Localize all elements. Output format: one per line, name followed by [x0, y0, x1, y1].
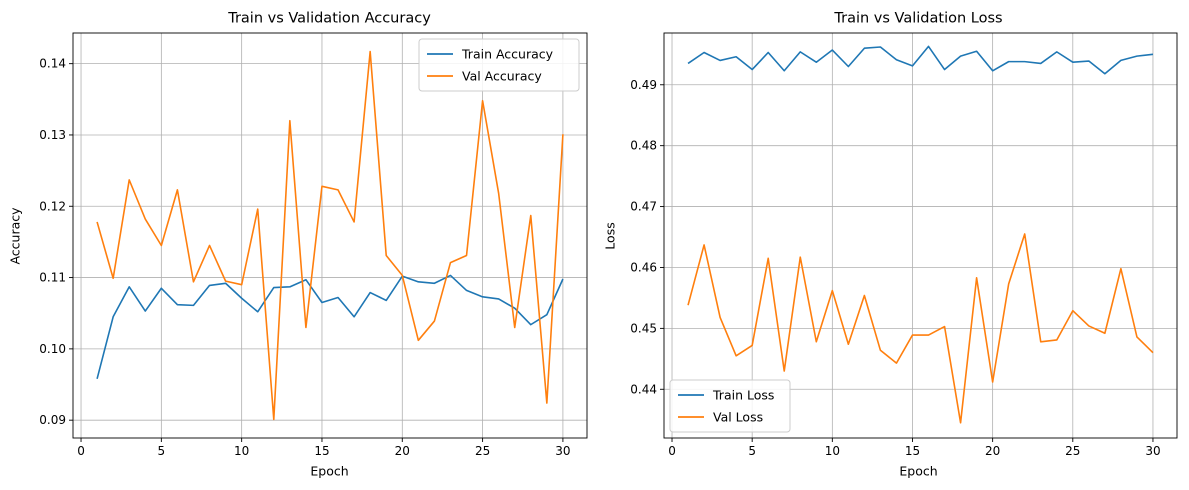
plot-frame: [72, 32, 588, 439]
chart-title: Train vs Validation Accuracy: [227, 11, 431, 27]
plot-frame: [663, 32, 1178, 439]
x-axis-label: Epoch: [899, 464, 937, 479]
accuracy-chart: Train vs Validation Accuracy Epoch Accur…: [8, 11, 588, 479]
x-tick-label: 15: [314, 444, 329, 458]
series-line-train-loss: [687, 45, 1154, 75]
x-tick-label: 5: [748, 444, 756, 458]
legend: Train Accuracy Val Accuracy: [418, 38, 580, 92]
legend-label: Val Loss: [713, 410, 763, 425]
y-tick-label: 0.14: [39, 57, 66, 71]
y-tick-label: 0.11: [39, 271, 66, 285]
y-tick-label: 0.47: [630, 200, 657, 214]
y-tick-label: 0.45: [630, 321, 657, 335]
legend-label: Train Accuracy: [461, 47, 554, 62]
y-tick-label: 0.12: [39, 199, 66, 213]
y-tick-label: 0.09: [39, 413, 66, 427]
legend-box: [418, 38, 580, 92]
y-tick-label: 0.48: [630, 139, 657, 153]
y-tick-label: 0.44: [630, 382, 657, 396]
legend-label: Val Accuracy: [462, 69, 542, 84]
x-tick-label: 5: [158, 444, 166, 458]
y-axis-label: Accuracy: [8, 207, 23, 265]
x-tick-label: 15: [905, 444, 920, 458]
y-tick-label: 0.46: [630, 260, 657, 274]
x-tick-label: 10: [234, 444, 249, 458]
loss-chart: Train vs Validation Loss Epoch Loss 0 5 10…: [603, 11, 1178, 479]
series-line-train-accuracy: [96, 274, 564, 380]
x-tick-label: 10: [825, 444, 840, 458]
x-axis-label: Epoch: [310, 464, 348, 479]
x-tick-label: 0: [77, 444, 85, 458]
series-line-val-accuracy: [96, 50, 564, 421]
y-tick-label: 0.10: [39, 342, 66, 356]
y-tick-label: 0.49: [630, 78, 657, 92]
legend-box: [669, 379, 791, 433]
x-tick-label: 20: [985, 444, 1000, 458]
chart-title: Train vs Validation Loss: [833, 11, 1002, 27]
x-tick-label: 30: [555, 444, 570, 458]
x-tick-label: 0: [668, 444, 676, 458]
legend: Train Loss Val Loss: [669, 379, 791, 433]
x-tick-label: 30: [1145, 444, 1160, 458]
x-tick-label: 25: [475, 444, 490, 458]
y-axis-label: Loss: [603, 222, 618, 249]
x-tick-label: 25: [1065, 444, 1080, 458]
x-tick-label: 20: [395, 444, 410, 458]
legend-label: Train Loss: [712, 388, 774, 403]
series-line-val-loss: [687, 233, 1154, 424]
y-tick-label: 0.13: [39, 128, 66, 142]
